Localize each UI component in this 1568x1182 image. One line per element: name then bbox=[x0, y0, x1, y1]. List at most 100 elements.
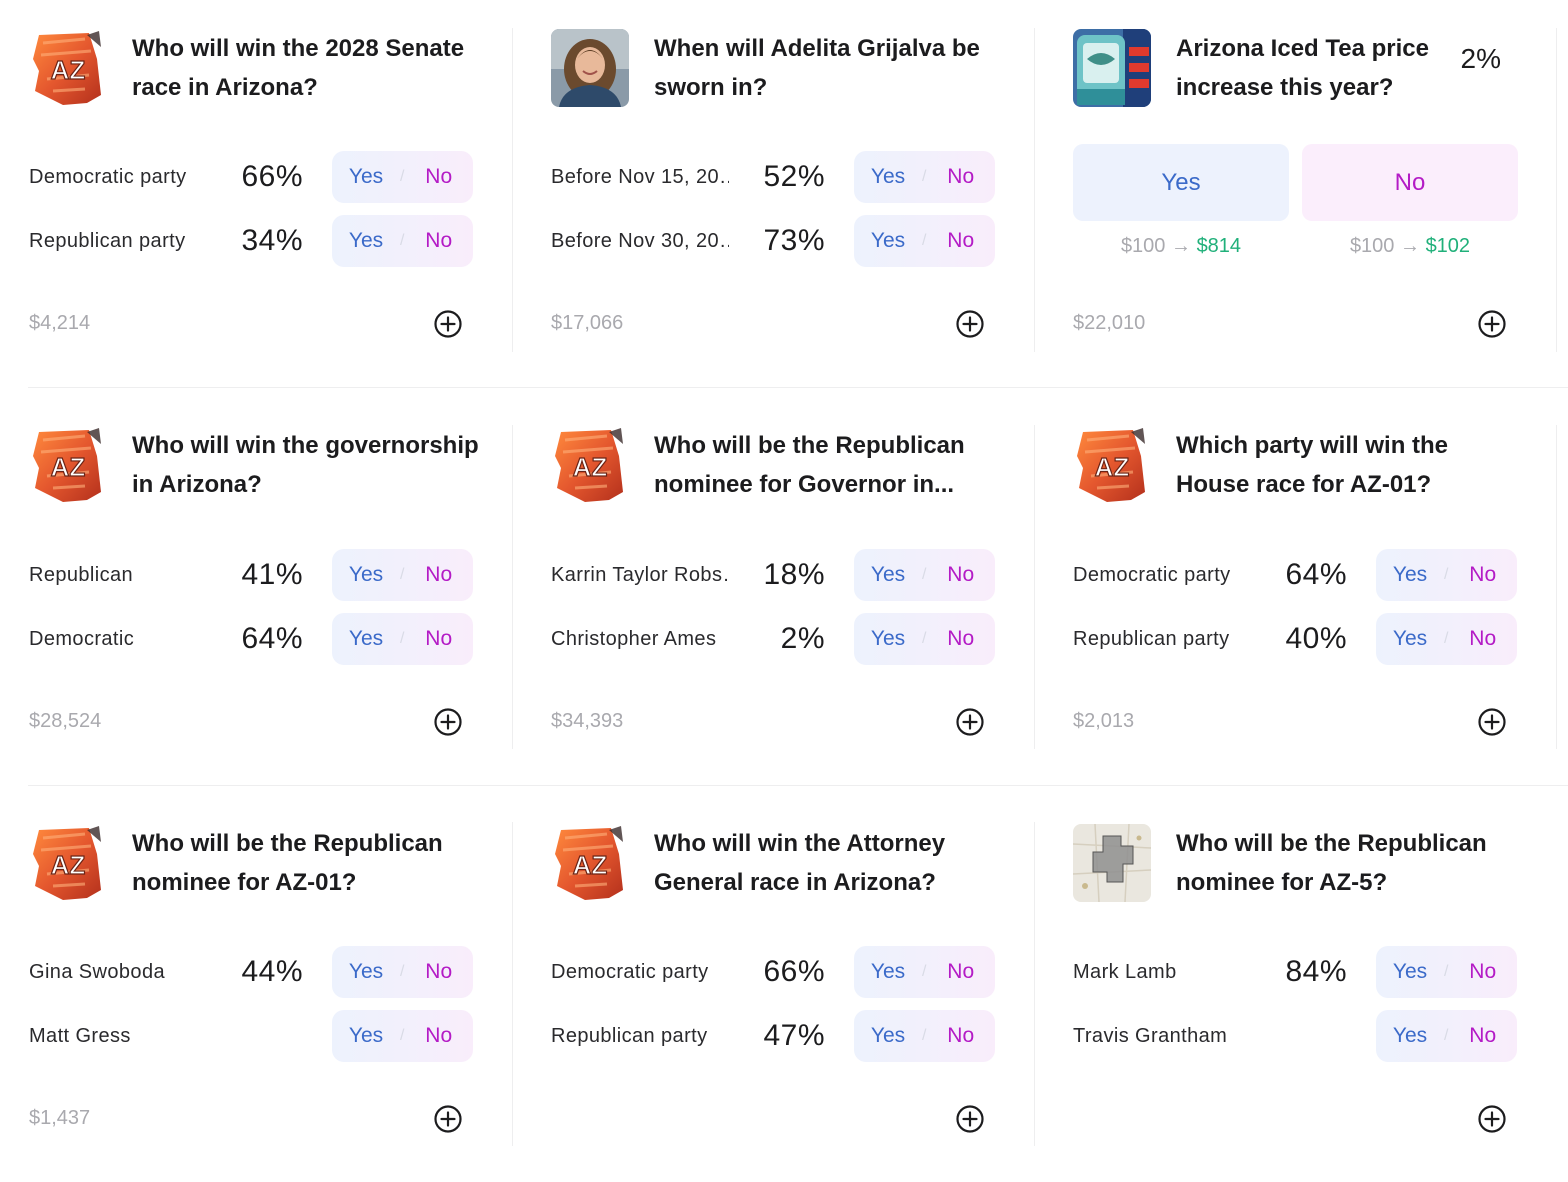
market-card[interactable]: Who will be the Republican nominee for A… bbox=[1073, 824, 1517, 1148]
column-divider bbox=[1034, 425, 1035, 749]
yes-no-toggle[interactable]: Yes / No bbox=[854, 549, 995, 601]
separator: / bbox=[922, 168, 927, 185]
yes-button[interactable]: Yes bbox=[348, 229, 384, 252]
separator: / bbox=[400, 168, 405, 185]
no-button[interactable]: No bbox=[947, 229, 975, 252]
add-circle-icon[interactable] bbox=[955, 309, 985, 339]
add-circle-icon[interactable] bbox=[433, 707, 463, 737]
yes-no-toggle[interactable]: Yes / No bbox=[1376, 549, 1517, 601]
market-title[interactable]: Which party will win the House race for … bbox=[1176, 432, 1449, 498]
no-button[interactable]: No bbox=[1469, 1024, 1497, 1047]
market-card[interactable]: Arizona Iced Tea price increase this yea… bbox=[1073, 29, 1518, 353]
no-button[interactable]: No bbox=[947, 1024, 975, 1047]
yes-button[interactable]: Yes bbox=[870, 1024, 906, 1047]
yes-button[interactable]: Yes bbox=[1073, 144, 1289, 221]
add-circle-icon[interactable] bbox=[1477, 309, 1507, 339]
yes-no-toggle[interactable]: Yes / No bbox=[332, 215, 473, 267]
no-button[interactable]: No bbox=[425, 1024, 453, 1047]
no-button[interactable]: No bbox=[947, 563, 975, 586]
yes-button[interactable]: Yes bbox=[1392, 1024, 1428, 1047]
yes-button[interactable]: Yes bbox=[348, 1024, 384, 1047]
add-circle-icon[interactable] bbox=[955, 1104, 985, 1134]
add-circle-icon[interactable] bbox=[433, 309, 463, 339]
yes-no-toggle[interactable]: Yes / No bbox=[1376, 1010, 1517, 1062]
outcome-label: Christopher Ames bbox=[551, 628, 717, 650]
yes-no-toggle[interactable]: Yes / No bbox=[332, 151, 473, 203]
market-title[interactable]: When will Adelita Grijalva be sworn in? bbox=[654, 35, 980, 101]
yes-no-toggle[interactable]: Yes / No bbox=[854, 946, 995, 998]
market-title[interactable]: Arizona Iced Tea price increase this yea… bbox=[1176, 35, 1429, 101]
yes-no-toggle[interactable]: Yes / No bbox=[332, 1010, 473, 1062]
market-title[interactable]: Who will win the 2028 Senate race in Ari… bbox=[132, 35, 465, 101]
outcome-probability: 64% bbox=[1285, 558, 1347, 591]
market-title[interactable]: Who will win the governorship in Arizona… bbox=[132, 432, 479, 498]
no-button[interactable]: No bbox=[1469, 563, 1497, 586]
no-button[interactable]: No bbox=[425, 165, 453, 188]
market-card[interactable]: Who will be the Republican nominee for G… bbox=[551, 426, 995, 750]
outcome-label: Before Nov 30, 20… bbox=[551, 230, 729, 252]
yes-button[interactable]: Yes bbox=[870, 960, 906, 983]
separator: / bbox=[922, 232, 927, 249]
market-title[interactable]: Who will be the Republican nominee for G… bbox=[654, 432, 965, 498]
no-button[interactable]: No bbox=[1302, 144, 1518, 221]
yes-button[interactable]: Yes bbox=[1392, 563, 1428, 586]
outcome-label: Democratic party bbox=[551, 961, 709, 983]
market-card[interactable]: Who will win the governorship in Arizona… bbox=[29, 426, 479, 750]
market-card[interactable]: When will Adelita Grijalva be sworn in? … bbox=[551, 29, 995, 353]
no-button[interactable]: No bbox=[947, 960, 975, 983]
yes-no-toggle[interactable]: Yes / No bbox=[332, 946, 473, 998]
candidate-portrait-icon bbox=[551, 29, 629, 107]
add-circle-icon[interactable] bbox=[1477, 707, 1507, 737]
no-button[interactable]: No bbox=[425, 960, 453, 983]
yes-no-toggle[interactable]: Yes / No bbox=[1376, 613, 1517, 665]
no-button[interactable]: No bbox=[425, 563, 453, 586]
separator: / bbox=[400, 232, 405, 249]
outcome-probability: 40% bbox=[1285, 622, 1347, 655]
no-button[interactable]: No bbox=[947, 627, 975, 650]
add-circle-icon[interactable] bbox=[1477, 1104, 1507, 1134]
yes-button[interactable]: Yes bbox=[1392, 960, 1428, 983]
yes-button[interactable]: Yes bbox=[870, 563, 906, 586]
no-button[interactable]: No bbox=[1469, 960, 1497, 983]
outcome-label: Matt Gress bbox=[29, 1025, 131, 1047]
outcome-label: Republican bbox=[29, 564, 134, 586]
yes-button[interactable]: Yes bbox=[870, 165, 906, 188]
yes-no-toggle[interactable]: Yes / No bbox=[854, 151, 995, 203]
no-button[interactable]: No bbox=[425, 229, 453, 252]
market-card[interactable]: Which party will win the House race for … bbox=[1073, 426, 1517, 750]
yes-button[interactable]: Yes bbox=[348, 165, 384, 188]
outcome-row: Before Nov 15, 20… 52% Yes / No bbox=[551, 151, 995, 203]
outcome-row: Democratic party 66% Yes / No bbox=[29, 151, 473, 203]
outcome-row: Christopher Ames 2% Yes / No bbox=[551, 613, 995, 665]
yes-button[interactable]: Yes bbox=[870, 627, 906, 650]
yes-button[interactable]: Yes bbox=[348, 627, 384, 650]
yes-no-toggle[interactable]: Yes / No bbox=[854, 215, 995, 267]
outcome-probability: 18% bbox=[763, 558, 825, 591]
yes-no-toggle[interactable]: Yes / No bbox=[332, 613, 473, 665]
yes-no-toggle[interactable]: Yes / No bbox=[854, 613, 995, 665]
outcome-label: Democratic party bbox=[1073, 564, 1231, 586]
no-button[interactable]: No bbox=[1469, 627, 1497, 650]
yes-button[interactable]: Yes bbox=[348, 960, 384, 983]
market-title[interactable]: Who will win the Attorney General race i… bbox=[654, 830, 946, 896]
yes-button[interactable]: Yes bbox=[1392, 627, 1428, 650]
outcome-label: Gina Swoboda bbox=[29, 961, 166, 983]
market-card[interactable]: Who will be the Republican nominee for A… bbox=[29, 824, 473, 1148]
add-circle-icon[interactable] bbox=[955, 707, 985, 737]
yes-no-toggle[interactable]: Yes / No bbox=[332, 549, 473, 601]
yes-button[interactable]: Yes bbox=[348, 563, 384, 586]
market-title[interactable]: Who will be the Republican nominee for A… bbox=[1176, 830, 1487, 896]
column-divider bbox=[1556, 28, 1557, 352]
no-button[interactable]: No bbox=[425, 627, 453, 650]
yes-no-toggle[interactable]: Yes / No bbox=[854, 1010, 995, 1062]
yes-no-toggle[interactable]: Yes / No bbox=[1376, 946, 1517, 998]
no-button[interactable]: No bbox=[947, 165, 975, 188]
yes-button[interactable]: Yes bbox=[870, 229, 906, 252]
arizona-map-icon bbox=[551, 426, 629, 504]
market-card[interactable]: Who will win the Attorney General race i… bbox=[551, 824, 995, 1148]
market-card[interactable]: Who will win the 2028 Senate race in Ari… bbox=[29, 29, 473, 353]
outcome-row: Democratic party 66% Yes / No bbox=[551, 946, 995, 998]
separator: / bbox=[922, 963, 927, 980]
market-title[interactable]: Who will be the Republican nominee for A… bbox=[132, 830, 443, 896]
add-circle-icon[interactable] bbox=[433, 1104, 463, 1134]
